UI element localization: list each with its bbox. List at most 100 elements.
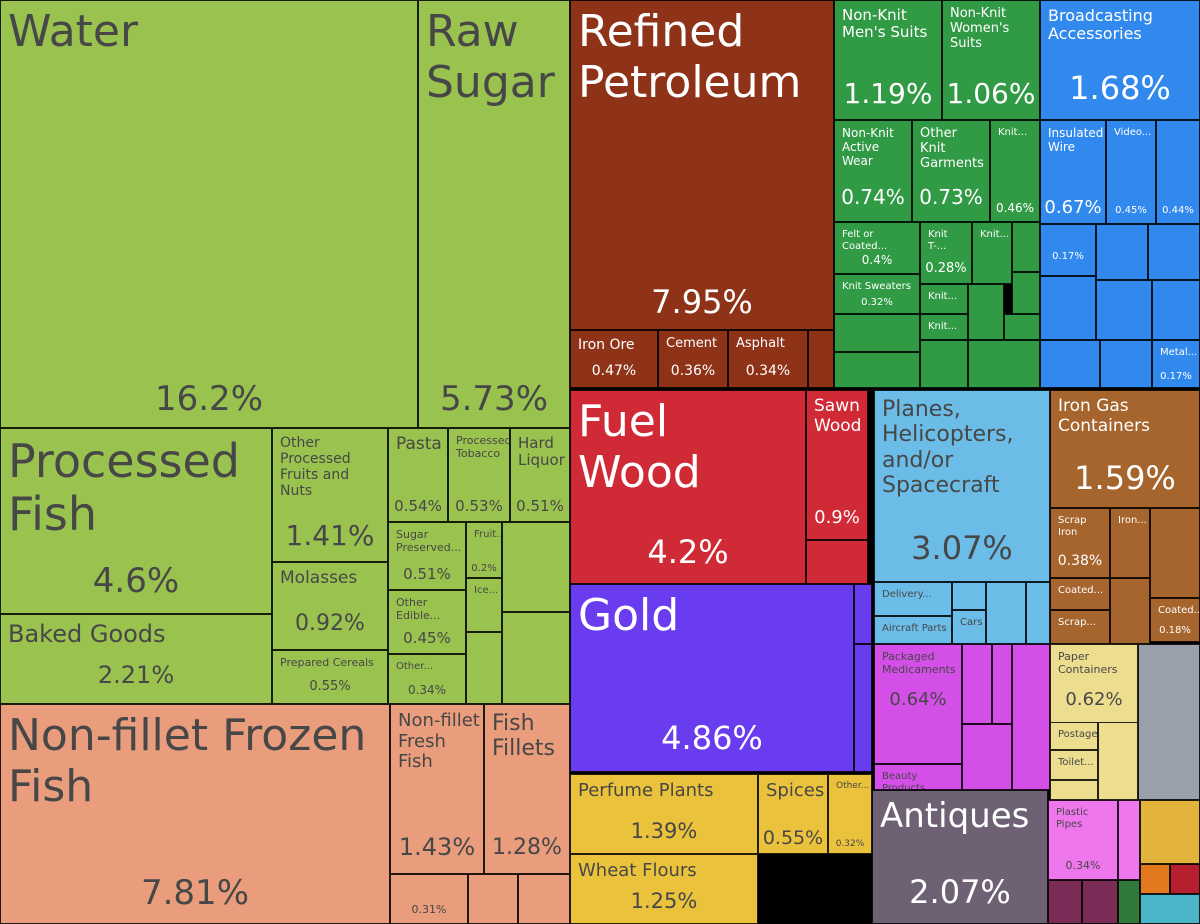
treemap-cell[interactable]	[806, 540, 868, 584]
treemap-cell[interactable]	[1098, 722, 1138, 800]
treemap-cell[interactable]: Non-fillet Fresh Fish 1.43%	[390, 704, 484, 874]
treemap-cell[interactable]	[1140, 894, 1200, 924]
treemap-cell[interactable]: Video... 0.45%	[1106, 120, 1156, 224]
treemap-cell[interactable]: Non-Knit Active Wear 0.74%	[834, 120, 912, 222]
treemap-cell[interactable]: Iron...	[1110, 508, 1150, 578]
treemap-cell[interactable]: Prepared Cereals 0.55%	[272, 650, 388, 704]
treemap-cell[interactable]	[1150, 508, 1200, 598]
treemap-cell[interactable]: Non-fillet Frozen Fish 7.81%	[0, 704, 390, 924]
treemap-cell[interactable]: Plastic Pipes 0.34%	[1048, 800, 1118, 880]
treemap-cell[interactable]	[854, 644, 872, 772]
treemap-cell[interactable]: Coated...	[1050, 578, 1110, 610]
treemap-cell[interactable]	[1012, 222, 1040, 272]
treemap-cell[interactable]	[1040, 276, 1096, 340]
treemap-cell[interactable]: Cars	[952, 610, 986, 644]
treemap-cell[interactable]: Aircraft Parts	[874, 616, 952, 644]
treemap-cell[interactable]	[1050, 780, 1098, 800]
treemap-cell[interactable]	[1048, 880, 1082, 924]
treemap-cell[interactable]: Knit Sweaters 0.32%	[834, 274, 920, 314]
treemap-cell[interactable]: Knit T-... 0.28%	[920, 222, 972, 284]
treemap-cell[interactable]: Iron Gas Containers 1.59%	[1050, 390, 1200, 508]
treemap-cell[interactable]: Knit...	[972, 222, 1012, 284]
treemap-cell[interactable]: Scrap Iron 0.38%	[1050, 508, 1110, 578]
treemap-cell[interactable]	[1096, 280, 1152, 340]
treemap-cell[interactable]	[518, 874, 570, 924]
treemap-cell[interactable]: Non-Knit Men's Suits 1.19%	[834, 0, 942, 120]
treemap-cell[interactable]: Pasta 0.54%	[388, 428, 448, 522]
treemap-cell[interactable]	[968, 284, 1004, 340]
treemap-cell[interactable]	[1140, 800, 1200, 864]
treemap-cell[interactable]: Other Edible... 0.45%	[388, 590, 466, 654]
treemap-cell[interactable]	[1012, 272, 1040, 314]
treemap-cell[interactable]: Delivery...	[874, 582, 952, 616]
treemap-cell[interactable]: Antiques 2.07%	[872, 790, 1048, 924]
treemap-cell[interactable]: Knit...	[920, 314, 968, 340]
treemap-cell[interactable]: Asphalt 0.34%	[728, 330, 808, 388]
treemap-cell[interactable]	[502, 522, 570, 612]
treemap-cell[interactable]	[992, 644, 1012, 724]
treemap-cell[interactable]: Planes, Helicopters, and/or Spacecraft 3.…	[874, 390, 1050, 582]
treemap-cell[interactable]	[854, 584, 872, 644]
treemap-cell[interactable]	[1110, 578, 1150, 644]
treemap-cell[interactable]: Insulated Wire 0.67%	[1040, 120, 1106, 224]
treemap-cell[interactable]: 0.44%	[1156, 120, 1200, 224]
treemap-cell[interactable]	[834, 314, 920, 352]
treemap-cell[interactable]: Water 16.2%	[0, 0, 418, 428]
treemap-cell[interactable]: Sugar Preserved... 0.51%	[388, 522, 466, 590]
treemap-cell[interactable]: Raw Sugar 5.73%	[418, 0, 570, 428]
treemap-cell[interactable]	[1040, 340, 1100, 388]
treemap-cell[interactable]	[468, 874, 518, 924]
treemap-cell[interactable]: Beauty Products	[874, 764, 962, 790]
treemap-cell[interactable]: Other Knit Garments 0.73%	[912, 120, 990, 222]
treemap-cell[interactable]	[1148, 224, 1200, 280]
treemap-cell[interactable]	[962, 644, 992, 724]
treemap-cell[interactable]	[1012, 644, 1050, 790]
treemap-cell[interactable]: Postage...	[1050, 722, 1098, 750]
treemap-cell[interactable]	[808, 330, 834, 388]
treemap-cell[interactable]	[1140, 864, 1170, 894]
treemap-cell[interactable]: Coated... 0.18%	[1150, 598, 1200, 642]
treemap-cell[interactable]: Scrap...	[1050, 610, 1110, 644]
treemap-cell[interactable]: Metal... 0.17%	[1152, 340, 1200, 388]
treemap-cell[interactable]: Processed Fish 4.6%	[0, 428, 272, 614]
treemap-cell[interactable]: Other Processed Fruits and Nuts 1.41%	[272, 428, 388, 562]
treemap-cell[interactable]: Fuel Wood 4.2%	[570, 390, 806, 584]
treemap-cell[interactable]: Molasses 0.92%	[272, 562, 388, 650]
treemap-cell[interactable]: Iron Ore 0.47%	[570, 330, 658, 388]
treemap-cell[interactable]: Fruit... 0.2%	[466, 522, 502, 578]
treemap-cell[interactable]	[1026, 582, 1050, 644]
treemap-cell[interactable]: Non-Knit Women's Suits 1.06%	[942, 0, 1040, 120]
treemap-cell[interactable]: 0.31%	[390, 874, 468, 924]
treemap-cell[interactable]: Knit... 0.46%	[990, 120, 1040, 222]
treemap-cell[interactable]	[920, 340, 968, 388]
treemap-cell[interactable]: Felt or Coated... 0.4%	[834, 222, 920, 274]
treemap-cell[interactable]: Cement 0.36%	[658, 330, 728, 388]
treemap-cell[interactable]	[1138, 644, 1200, 800]
treemap-cell[interactable]: Processed Tobacco 0.53%	[448, 428, 510, 522]
treemap-cell[interactable]: Hard Liquor 0.51%	[510, 428, 570, 522]
treemap-cell[interactable]	[986, 582, 1026, 644]
treemap-cell[interactable]	[952, 582, 986, 610]
treemap-cell[interactable]	[968, 340, 1040, 388]
treemap-cell[interactable]: Perfume Plants 1.39%	[570, 774, 758, 854]
treemap-cell[interactable]: Other... 0.34%	[388, 654, 466, 704]
treemap-cell[interactable]	[1096, 224, 1148, 280]
treemap-cell[interactable]	[1118, 880, 1140, 924]
treemap-cell[interactable]	[502, 612, 570, 704]
treemap-cell[interactable]	[466, 632, 502, 704]
treemap-cell[interactable]	[834, 352, 920, 388]
treemap-cell[interactable]	[1004, 314, 1040, 340]
treemap-cell[interactable]: Refined Petroleum 7.95%	[570, 0, 834, 330]
treemap-cell[interactable]: Baked Goods 2.21%	[0, 614, 272, 704]
treemap-cell[interactable]: Fish Fillets 1.28%	[484, 704, 570, 874]
treemap-cell[interactable]: Ice...	[466, 578, 502, 632]
treemap-cell[interactable]: Knit...	[920, 284, 968, 314]
treemap-cell[interactable]	[1082, 880, 1118, 924]
treemap-cell[interactable]: Wheat Flours 1.25%	[570, 854, 758, 924]
treemap-cell[interactable]: Packaged Medicaments 0.64%	[874, 644, 962, 764]
treemap-cell[interactable]	[1152, 280, 1200, 340]
treemap-cell[interactable]	[1100, 340, 1152, 388]
treemap-cell[interactable]: Sawn Wood 0.9%	[806, 390, 868, 540]
treemap-cell[interactable]: Spices 0.55%	[758, 774, 828, 854]
treemap-cell[interactable]: 0.17%	[1040, 224, 1096, 276]
